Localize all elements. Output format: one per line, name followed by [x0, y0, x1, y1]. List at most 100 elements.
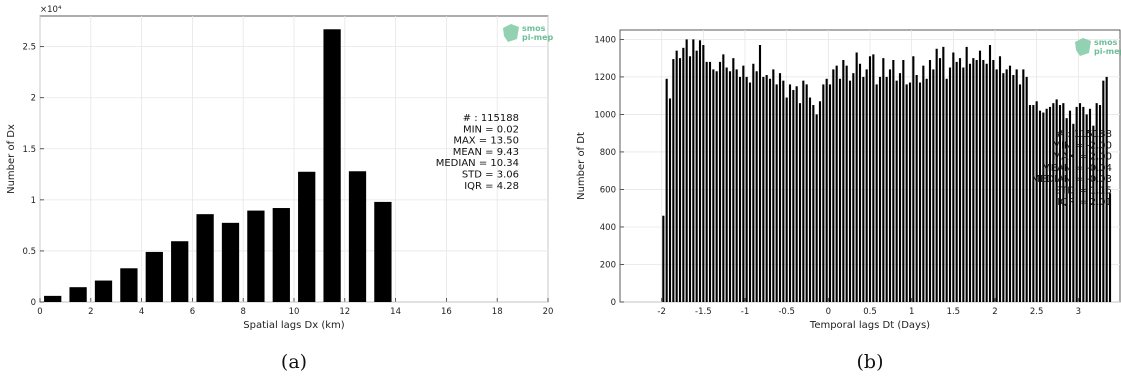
histogram-bar: [738, 76, 742, 303]
histogram-bar: [765, 75, 768, 302]
histogram-bar: [785, 97, 788, 302]
histogram-bar: [1042, 112, 1045, 302]
x-tick-label: 2: [992, 307, 997, 317]
histogram-bar: [1098, 105, 1102, 302]
histogram-bar: [685, 39, 688, 303]
histogram-bar: [815, 114, 818, 303]
histogram-bar: [1085, 114, 1088, 303]
histogram-bar: [348, 171, 367, 302]
histogram-bar: [825, 78, 828, 302]
histogram-bar: [94, 280, 113, 302]
histogram-bar: [838, 78, 842, 302]
histogram-bar: [708, 61, 712, 303]
x-tick-label: 2: [88, 307, 93, 317]
x-tick-label: 3: [1076, 307, 1081, 317]
histogram-bar: [692, 39, 695, 303]
histogram-bar: [835, 65, 838, 302]
histogram-bar: [932, 69, 935, 303]
logo-text-bottom: pi-mep: [1094, 47, 1121, 56]
stats-line: STD = 3.06: [462, 170, 519, 181]
histogram-bar: [1035, 101, 1038, 302]
histogram-bar: [1062, 103, 1065, 302]
histogram-bar: [868, 56, 872, 302]
histogram-bar: [862, 76, 865, 303]
histogram-bar: [1022, 69, 1025, 303]
histogram-bar: [895, 80, 898, 302]
histogram-bar: [1072, 123, 1075, 302]
histogram-panel-a: 0 2 4 6 8 10 12 14 16 18 20 0 0.5 1 1.5 2 2.5 ×10⁴ Spat…: [6, 5, 554, 373]
histogram-bar: [962, 67, 965, 302]
x-tick-label: 0: [826, 307, 831, 317]
histogram-bar: [788, 84, 792, 303]
stats-line: IQR = 2.01: [1057, 197, 1112, 208]
stats-line: # : 115188: [1056, 129, 1112, 140]
histogram-bar: [952, 52, 955, 302]
histogram-bar: [247, 210, 265, 302]
x-tick-label: 1: [909, 307, 914, 317]
histogram-bar: [1005, 69, 1008, 303]
histogram-bar: [875, 84, 878, 303]
y-axis-label-b: Number of Dt: [576, 132, 587, 200]
bars-a: [44, 29, 392, 303]
x-tick-label: 1.5: [947, 307, 961, 317]
histogram-bar: [982, 60, 985, 302]
histogram-bar: [715, 71, 718, 302]
x-tick-label: 20: [543, 307, 554, 317]
histogram-bar: [1032, 105, 1035, 302]
histogram-bar: [832, 69, 835, 303]
bars-b: [662, 39, 1112, 303]
histogram-bar: [818, 101, 822, 302]
histogram-bar: [922, 65, 925, 302]
histogram-bar: [221, 222, 240, 302]
stats-line: MIN = -2.00: [1052, 140, 1112, 151]
histogram-bar: [722, 54, 725, 303]
y-tick-label: 0: [611, 298, 616, 308]
x-tick-label: 10: [289, 307, 300, 317]
histogram-bar: [778, 73, 782, 302]
histogram-bar: [1065, 118, 1068, 302]
grid-a: [39, 16, 549, 303]
histogram-bar: [1018, 84, 1022, 303]
histogram-bar: [762, 76, 765, 303]
histogram-bar: [145, 251, 163, 302]
histogram-bar: [912, 56, 915, 302]
x-tick-label: 16: [441, 307, 452, 317]
x-ticks-b: -2 -1.5 -1 -0.5 0 0.5 1 1.5 2 2.5 3: [657, 307, 1081, 317]
histogram-bar: [985, 63, 988, 302]
histogram-bar: [878, 76, 882, 303]
histogram-bar: [752, 63, 755, 302]
y-tick-label: 600: [600, 185, 616, 195]
histogram-bar: [272, 208, 290, 302]
histogram-bar: [925, 78, 928, 302]
y-tick-label: 1400: [594, 35, 616, 45]
histogram-bar: [120, 268, 138, 302]
histogram-bar: [945, 78, 948, 302]
x-tick-label: -1.5: [695, 307, 712, 317]
histogram-bar: [755, 71, 758, 302]
histogram-bar: [805, 84, 808, 303]
histogram-bar: [768, 78, 772, 302]
histogram-bar: [745, 76, 748, 303]
x-ticks-a: 0 2 4 6 8 10 12 14 16 18 20: [37, 307, 553, 317]
histogram-bar: [171, 241, 189, 302]
histogram-bar: [1015, 69, 1018, 303]
histogram-bar: [1058, 105, 1062, 302]
histogram-bar: [672, 59, 675, 302]
histogram-bar: [872, 54, 875, 303]
histogram-bar: [852, 73, 855, 302]
histogram-bar: [1038, 110, 1042, 302]
histogram-bar: [196, 214, 214, 302]
histogram-bar: [1102, 80, 1105, 302]
stats-line: # : 115188: [463, 113, 519, 124]
histogram-bar: [975, 60, 978, 302]
y-tick-label: 1000: [594, 110, 616, 120]
histogram-bar: [955, 61, 958, 303]
x-tick-label: 2.5: [1030, 307, 1044, 317]
histogram-bar: [902, 60, 905, 302]
histogram-bar: [675, 50, 678, 302]
y-tick-label: 1200: [594, 73, 616, 83]
histogram-bar: [742, 65, 745, 302]
